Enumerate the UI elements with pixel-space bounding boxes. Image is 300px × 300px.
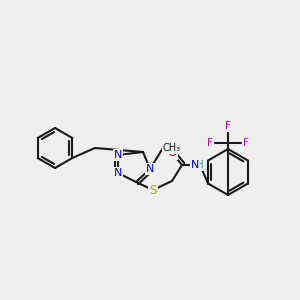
Text: F: F	[207, 138, 213, 148]
Text: N: N	[114, 168, 122, 178]
Text: S: S	[149, 184, 157, 196]
Text: F: F	[225, 121, 231, 131]
Text: N: N	[146, 164, 154, 174]
Text: H: H	[196, 160, 204, 170]
Text: CH₃: CH₃	[163, 143, 181, 153]
Text: N: N	[191, 160, 199, 170]
Text: N: N	[114, 150, 122, 160]
Text: F: F	[243, 138, 249, 148]
Text: O: O	[167, 146, 177, 160]
